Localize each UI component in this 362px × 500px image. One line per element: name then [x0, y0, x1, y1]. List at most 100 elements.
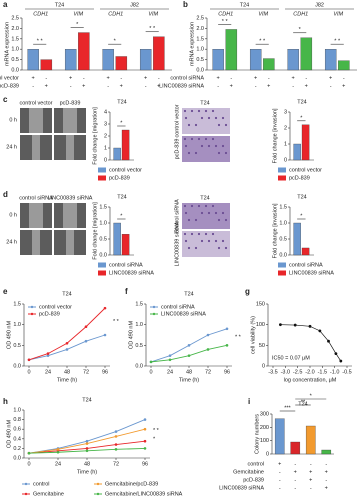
x-tick-label: -1.0	[330, 369, 339, 375]
x-tick-label: 0	[27, 461, 30, 467]
y-tick-label: 0	[262, 363, 265, 369]
category-label: VIM	[258, 11, 268, 17]
y-tick-label: 2.5	[196, 15, 204, 21]
y-tick-label: 0	[284, 157, 287, 163]
image-row-label: pcD-839	[174, 139, 180, 160]
point	[327, 339, 330, 343]
point	[318, 329, 322, 333]
chart-title: T24	[82, 397, 91, 403]
transwell-image	[182, 203, 230, 229]
stained-cell	[217, 246, 221, 250]
condition-sign: +	[325, 485, 328, 491]
x-axis-label: log concentration, μM	[284, 377, 337, 383]
y-axis-label: OD 490 nM	[6, 420, 12, 449]
y-tick-label: 50	[259, 343, 265, 349]
stained-cell	[221, 144, 225, 148]
stained-cell	[197, 232, 201, 236]
significance-label: *	[120, 213, 123, 219]
image-column-label: control vector	[19, 100, 52, 106]
y-tick-label: 1.5	[99, 204, 107, 210]
stained-cell	[221, 239, 225, 243]
bar	[102, 49, 114, 71]
condition-sign: +	[342, 83, 345, 89]
bar	[324, 49, 337, 71]
legend-marker	[152, 305, 156, 309]
legend-label: Gemcitabine/pcD-839	[105, 481, 158, 487]
y-tick-label: 4	[104, 109, 107, 115]
bar	[78, 32, 90, 71]
y-axis-label: OD 490 nM	[6, 321, 12, 350]
image-row-label: 24 h	[6, 239, 17, 245]
stained-cell	[187, 123, 191, 127]
stained-cell	[221, 116, 225, 120]
stained-cell	[200, 116, 204, 120]
y-tick-label: 0	[104, 157, 107, 163]
x-tick-label: -1.5	[318, 369, 327, 375]
point	[84, 339, 88, 343]
condition-sign: +	[230, 83, 233, 89]
stained-cell	[217, 151, 221, 155]
legend-swatch	[278, 270, 286, 276]
stained-cell	[184, 239, 188, 243]
bar	[225, 29, 238, 71]
x-tick-label: 24	[167, 369, 173, 375]
stained-cell	[197, 109, 201, 113]
significance-label: *	[114, 39, 117, 45]
y-axis-label: Fold change [migration]	[92, 107, 98, 165]
x-tick-label: 72	[205, 369, 211, 375]
stained-cell	[190, 109, 194, 113]
chart-title: T24	[297, 99, 306, 105]
significance-label: ***	[284, 405, 291, 411]
significance-label: *	[76, 22, 79, 28]
point	[85, 449, 89, 453]
point	[143, 418, 147, 421]
stained-cell	[194, 246, 198, 250]
y-tick-label: 0	[266, 451, 269, 457]
condition-sign: -	[294, 461, 296, 467]
y-tick-label: 1.0	[135, 322, 143, 328]
y-tick-label: 100	[256, 322, 265, 328]
condition-sign: -	[158, 75, 160, 81]
bar	[27, 49, 39, 71]
bar	[293, 143, 301, 161]
x-tick-label: 0	[27, 369, 30, 375]
group-label: J82	[315, 2, 324, 8]
wound-gap	[66, 135, 74, 160]
x-tick-label: 0	[149, 369, 152, 375]
y-tick-label: 100	[260, 438, 269, 444]
condition-label: LINC00839 siRNA	[219, 485, 264, 491]
stained-cell	[217, 218, 221, 222]
point	[85, 442, 89, 445]
group-label: J82	[130, 2, 139, 8]
condition-sign: -	[45, 75, 47, 81]
bar	[64, 49, 77, 71]
chart-title: T24	[298, 401, 307, 407]
legend-swatch	[278, 175, 286, 181]
point	[143, 439, 147, 443]
significance-label: * *	[37, 39, 44, 45]
bar	[40, 59, 53, 71]
stained-cell	[224, 246, 228, 250]
chart-title: T24	[297, 194, 306, 200]
condition-sign: +	[267, 83, 270, 89]
image-row-label: control siRNA	[174, 199, 180, 233]
stained-cell	[214, 211, 218, 215]
legend-marker	[24, 482, 28, 486]
panel-label: h	[3, 397, 8, 406]
condition-label: LINC00839 siRNA	[159, 83, 204, 89]
point	[84, 325, 88, 329]
legend-label: control	[33, 481, 50, 487]
significance-label: * *	[222, 19, 229, 25]
significance-label: *	[299, 27, 302, 33]
condition-sign: +	[305, 83, 308, 89]
condition-sign: +	[329, 75, 332, 81]
point	[27, 451, 31, 455]
stained-cell	[207, 211, 211, 215]
point	[46, 354, 50, 357]
stained-cell	[183, 204, 187, 208]
legend-marker	[30, 305, 34, 309]
y-tick-label: 2	[284, 125, 287, 131]
legend-marker	[96, 492, 100, 496]
condition-sign: +	[309, 477, 312, 483]
